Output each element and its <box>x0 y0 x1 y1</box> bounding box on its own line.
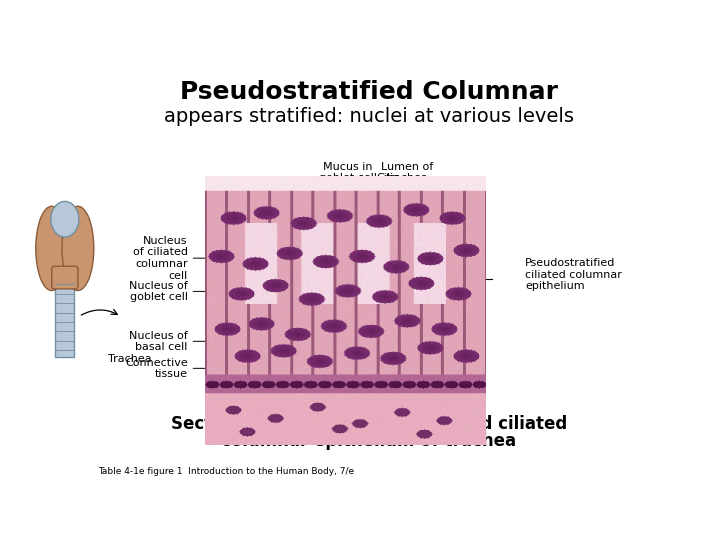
Text: Connective
tissue: Connective tissue <box>125 357 307 379</box>
Text: Table 4-1e figure 1  Introduction to the Human Body, 7/e: Table 4-1e figure 1 Introduction to the … <box>99 467 354 476</box>
Text: Pseudostratified Columnar: Pseudostratified Columnar <box>180 80 558 104</box>
Ellipse shape <box>36 206 68 291</box>
Ellipse shape <box>62 206 94 291</box>
Text: Nucleus of
basal cell: Nucleus of basal cell <box>129 330 307 352</box>
Text: Cilia: Cilia <box>377 173 400 208</box>
Text: columnar epithelium of trachea: columnar epithelium of trachea <box>222 432 516 450</box>
Text: Nucleus
of ciliated
columnar
cell: Nucleus of ciliated columnar cell <box>132 236 307 281</box>
Text: Nucleus of
goblet cell: Nucleus of goblet cell <box>129 281 307 302</box>
Text: LM: LM <box>372 399 388 409</box>
Text: Lumen of
trachea: Lumen of trachea <box>381 161 433 213</box>
Text: Pseudostratified
ciliated columnar
epithelium: Pseudostratified ciliated columnar epith… <box>526 258 622 292</box>
Text: Trachea: Trachea <box>109 354 152 364</box>
Text: Mucus in
goblet cell: Mucus in goblet cell <box>319 161 377 213</box>
FancyBboxPatch shape <box>52 266 78 289</box>
FancyBboxPatch shape <box>55 276 74 357</box>
Text: 500x: 500x <box>402 399 428 409</box>
Ellipse shape <box>50 201 79 237</box>
Text: Sectional view of pseudostratified ciliated: Sectional view of pseudostratified cilia… <box>171 415 567 434</box>
Text: appears stratified: nuclei at various levels: appears stratified: nuclei at various le… <box>164 107 574 126</box>
